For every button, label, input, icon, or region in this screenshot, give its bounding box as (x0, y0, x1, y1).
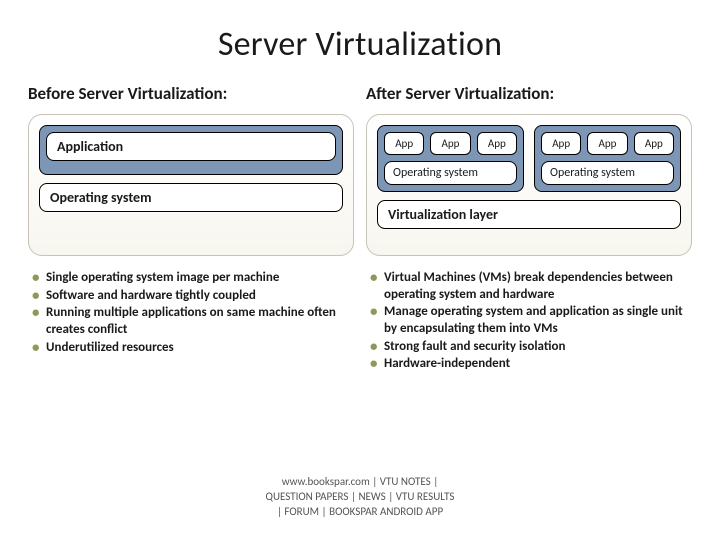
vm-os-label: Operating system (384, 161, 517, 185)
app-chip: App (634, 132, 674, 155)
before-app-container: Application (39, 125, 343, 175)
before-panel: Application Operating system (28, 114, 354, 256)
list-item: Hardware-independent (370, 356, 692, 373)
columns: Before Server Virtualization: Applicatio… (0, 83, 720, 374)
app-row: App App App (541, 132, 674, 155)
after-column: After Server Virtualization: App App App… (366, 83, 692, 374)
app-chip: App (587, 132, 627, 155)
after-heading: After Server Virtualization: (366, 83, 692, 104)
list-item: Strong fault and security isolation (370, 339, 692, 356)
footer-line: | FORUM | BOOKSPAR ANDROID APP (0, 505, 720, 520)
vm-row: App App App Operating system App App App… (377, 125, 681, 192)
list-item: Manage operating system and application … (370, 304, 692, 337)
before-app-label: Application (46, 132, 336, 161)
after-bullets: Virtual Machines (VMs) break dependencie… (366, 270, 692, 373)
list-item: Single operating system image per machin… (32, 270, 354, 287)
list-item: Software and hardware tightly coupled (32, 288, 354, 305)
footer-line: QUESTION PAPERS | NEWS | VTU RESULTS (0, 490, 720, 505)
list-item: Running multiple applications on same ma… (32, 305, 354, 338)
app-chip: App (430, 132, 470, 155)
after-panel: App App App Operating system App App App… (366, 114, 692, 256)
app-row: App App App (384, 132, 517, 155)
list-item: Virtual Machines (VMs) break dependencie… (370, 270, 692, 303)
footer: www.bookspar.com | VTU NOTES | QUESTION … (0, 475, 720, 520)
vm-os-label: Operating system (541, 161, 674, 185)
before-heading: Before Server Virtualization: (28, 83, 354, 104)
before-column: Before Server Virtualization: Applicatio… (28, 83, 354, 374)
before-bullets: Single operating system image per machin… (28, 270, 354, 356)
footer-line: www.bookspar.com | VTU NOTES | (0, 475, 720, 490)
slide-title: Server Virtualization (0, 0, 720, 83)
vm-box: App App App Operating system (534, 125, 681, 192)
app-chip: App (477, 132, 517, 155)
vm-box: App App App Operating system (377, 125, 524, 192)
app-chip: App (541, 132, 581, 155)
app-chip: App (384, 132, 424, 155)
virt-layer-label: Virtualization layer (377, 200, 681, 229)
list-item: Underutilized resources (32, 340, 354, 357)
before-os-label: Operating system (39, 183, 343, 212)
